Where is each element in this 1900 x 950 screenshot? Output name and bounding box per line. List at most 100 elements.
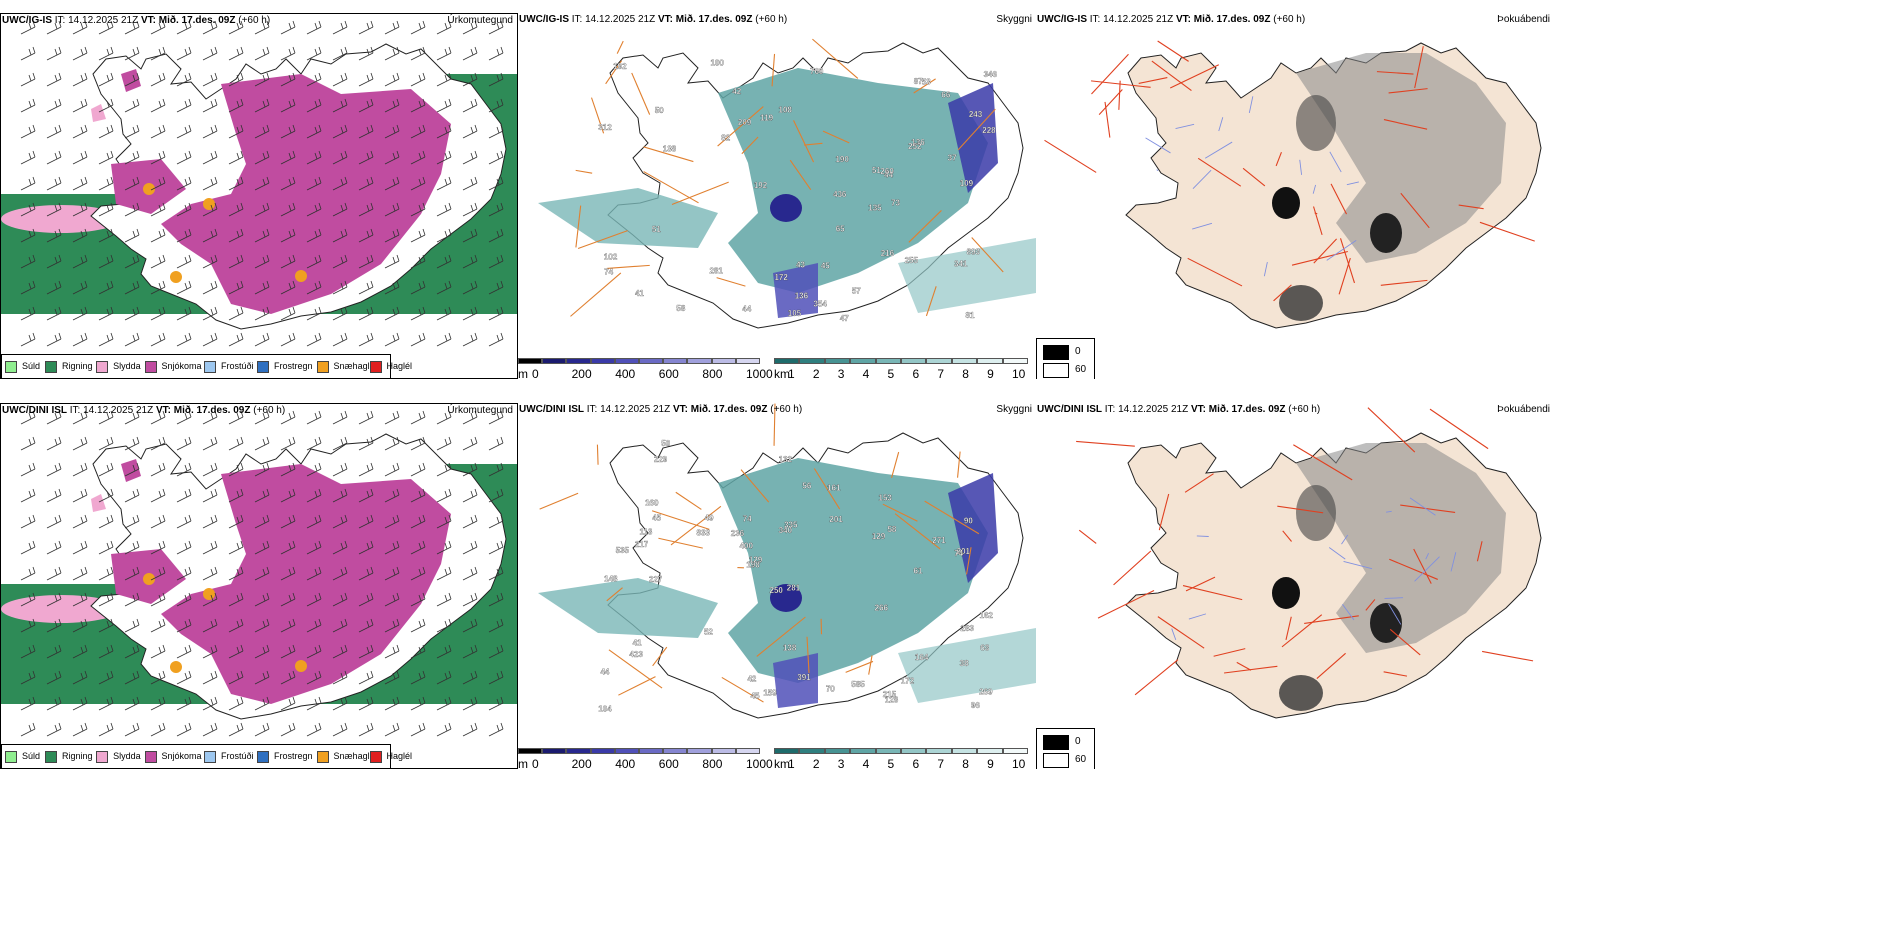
colorbar-segment [774, 358, 800, 364]
wind-barb [46, 124, 62, 139]
colorbar-segment [639, 748, 664, 754]
wind-barb [254, 254, 270, 269]
fog-map[interactable] [1036, 13, 1554, 349]
visibility-map[interactable]: 312 82 87 73 190 44 109 192 255 216 138 105 108 100 74… [518, 13, 1036, 349]
wind-barb [228, 566, 244, 581]
wind-barb [436, 202, 452, 217]
init-time: 14.12.2025 21Z [585, 14, 656, 25]
visibility-value: 341 [954, 259, 968, 268]
wind-barb [462, 566, 478, 581]
wind-barb [436, 332, 452, 347]
valid-time: Mið. 17.des. 09Z [158, 15, 236, 26]
wind-barb [254, 592, 270, 607]
visibility-value: 229 [654, 455, 668, 464]
visibility-value: 44 [600, 667, 609, 676]
river [1450, 552, 1457, 572]
wind-barb [202, 436, 218, 451]
wind-barb [98, 20, 114, 35]
wind-barb [410, 332, 426, 347]
visibility-map[interactable]: 104 45 128 400 250 153 215 217 391 266 201 229 132 28… [518, 403, 1036, 739]
visibility-value: 49 [705, 513, 714, 522]
wind-barb [20, 20, 36, 35]
wind-barb [124, 254, 140, 269]
wind-barb [488, 410, 504, 425]
visibility-value: 269 [979, 688, 993, 697]
wind-barb [488, 488, 504, 503]
colorbar-segment [977, 358, 1003, 364]
wind-barb [176, 176, 192, 191]
wind-barb [176, 254, 192, 269]
very-low-visibility-area [948, 83, 998, 193]
colorbar-segment [926, 358, 952, 364]
snow-area [161, 74, 451, 314]
wind-barb [384, 254, 400, 269]
wind-barb [202, 20, 218, 35]
fog-map[interactable] [1036, 403, 1554, 739]
colorbar-tick-label: 5 [887, 757, 895, 769]
wind-barb [202, 696, 218, 711]
fog-legend: 0 60 [1036, 338, 1095, 379]
it-label: IT: [69, 405, 81, 416]
wind-barb [202, 566, 218, 581]
visibility-value: 164 [915, 653, 929, 662]
visibility-panel: 312 82 87 73 190 44 109 192 255 216 138 105 108 100 74… [518, 13, 1036, 379]
colorbar-segment [590, 358, 615, 364]
wind-barb [228, 722, 244, 737]
wind-barb [306, 722, 322, 737]
wind-barb [20, 228, 36, 243]
wind-barb [124, 280, 140, 295]
wind-barb [332, 202, 348, 217]
wind-barb [124, 228, 140, 243]
wind-barb [488, 150, 504, 165]
wind-barb [150, 98, 166, 113]
wind-barb [72, 592, 88, 607]
colorbar-segment [875, 358, 901, 364]
wind-barb [280, 722, 296, 737]
visibility-value: 260 [880, 167, 894, 176]
wind-barb [20, 722, 36, 737]
road [1169, 64, 1220, 89]
wind-barb [384, 228, 400, 243]
fog-shading [1296, 443, 1506, 653]
init-time: 14.12.2025 21Z [83, 405, 154, 416]
wind-barb [98, 46, 114, 61]
wind-barb [150, 488, 166, 503]
colorbar-tick-label: 9 [987, 367, 994, 379]
visibility-value: 190 [835, 155, 849, 164]
road [1389, 628, 1421, 656]
precip-legend: Súld Rigning Slydda Snjókoma Frostúði Frostre… [1, 744, 412, 768]
road [894, 513, 941, 550]
wind-barb [202, 72, 218, 87]
sleet-area [1, 205, 121, 233]
wind-barb [384, 72, 400, 87]
colorbar-tick-label: 600 [658, 367, 679, 379]
fog-legend-value: 0 [1075, 736, 1081, 747]
road [756, 616, 806, 657]
model-name: UWC/IG-IS [519, 14, 569, 25]
wind-barb [332, 20, 348, 35]
wind-barb [306, 618, 322, 633]
wind-barb [462, 592, 478, 607]
road [1242, 167, 1266, 187]
wind-barb [306, 670, 322, 685]
wind-barb [98, 306, 114, 321]
river [1145, 137, 1171, 154]
wind-barb [280, 254, 296, 269]
it-label: IT: [54, 15, 66, 26]
wind-barb [46, 280, 62, 295]
wind-barb [202, 124, 218, 139]
precip-map[interactable] [1, 14, 518, 350]
visibility-value: 135 [868, 204, 882, 213]
wind-barb [124, 436, 140, 451]
visibility-value: 45 [821, 262, 830, 271]
wind-barb [254, 644, 270, 659]
colorbar-segment [799, 358, 825, 364]
visibility-value: 74 [743, 515, 752, 524]
precip-map[interactable] [1, 404, 518, 740]
visibility-value: 201 [829, 515, 843, 524]
colorbar-tick-label: 10 [1012, 757, 1026, 769]
wind-barb [202, 722, 218, 737]
visibility-value: 57 [852, 287, 861, 296]
wind-barb [72, 228, 88, 243]
wind-barb [98, 722, 114, 737]
